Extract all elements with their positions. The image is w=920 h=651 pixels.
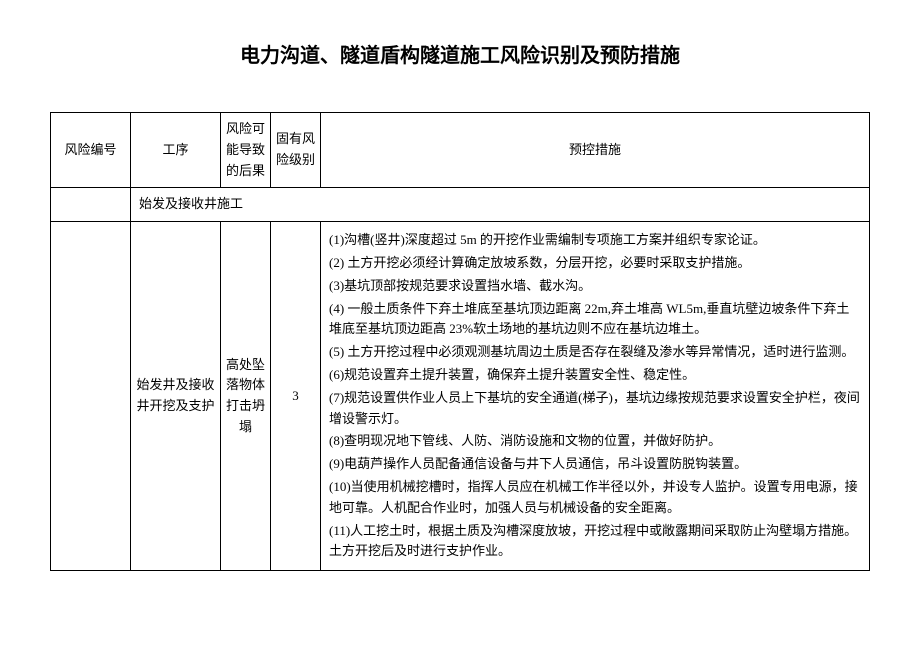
measure-item: (4) 一般土质条件下弃土堆底至基坑顶边距离 22m,弃土堆高 WL5m,垂直坑… (329, 299, 861, 341)
header-measures: 预控措施 (321, 113, 870, 188)
measure-item: (7)规范设置供作业人员上下基坑的安全通道(梯子)，基坑边缘按规范要求设置安全护… (329, 388, 861, 430)
measure-item: (10)当使用机械挖槽时，指挥人员应在机械工作半径以外，并设专人监护。设置专用电… (329, 477, 861, 519)
section-label: 始发及接收井施工 (131, 188, 870, 222)
measure-item: (9)电葫芦操作人员配备通信设备与井下人员通信，吊斗设置防脱钩装置。 (329, 454, 861, 475)
header-process: 工序 (131, 113, 221, 188)
cell-risk-id (51, 222, 131, 571)
header-level: 固有风险级别 (271, 113, 321, 188)
measure-item: (3)基坑顶部按规范要求设置挡水墙、截水沟。 (329, 276, 861, 297)
header-risk-id: 风险编号 (51, 113, 131, 188)
section-row: 始发及接收井施工 (51, 188, 870, 222)
header-row: 风险编号 工序 风险可能导致的后果 固有风险级别 预控措施 (51, 113, 870, 188)
measure-item: (8)查明现况地下管线、人防、消防设施和文物的位置，并做好防护。 (329, 431, 861, 452)
cell-process: 始发井及接收井开挖及支护 (131, 222, 221, 571)
cell-level: 3 (271, 222, 321, 571)
header-consequence: 风险可能导致的后果 (221, 113, 271, 188)
measure-item: (5) 土方开挖过程中必须观测基坑周边土质是否存在裂缝及渗水等异常情况，适时进行… (329, 342, 861, 363)
cell-consequence: 高处坠落物体打击坍塌 (221, 222, 271, 571)
measure-item: (1)沟槽(竖井)深度超过 5m 的开挖作业需编制专项施工方案并组织专家论证。 (329, 230, 861, 251)
cell-measures: (1)沟槽(竖井)深度超过 5m 的开挖作业需编制专项施工方案并组织专家论证。 … (321, 222, 870, 571)
document-title: 电力沟道、隧道盾构隧道施工风险识别及预防措施 (50, 40, 870, 72)
table-row: 始发井及接收井开挖及支护 高处坠落物体打击坍塌 3 (1)沟槽(竖井)深度超过 … (51, 222, 870, 571)
measure-item: (2) 土方开挖必须经计算确定放坡系数，分层开挖，必要时采取支护措施。 (329, 253, 861, 274)
measure-item: (6)规范设置弃土提升装置，确保弃土提升装置安全性、稳定性。 (329, 365, 861, 386)
measure-item: (11)人工挖土时，根据土质及沟槽深度放坡，开挖过程中或敞露期间采取防止沟壁塌方… (329, 521, 861, 563)
section-blank (51, 188, 131, 222)
risk-table: 风险编号 工序 风险可能导致的后果 固有风险级别 预控措施 始发及接收井施工 始… (50, 112, 870, 571)
